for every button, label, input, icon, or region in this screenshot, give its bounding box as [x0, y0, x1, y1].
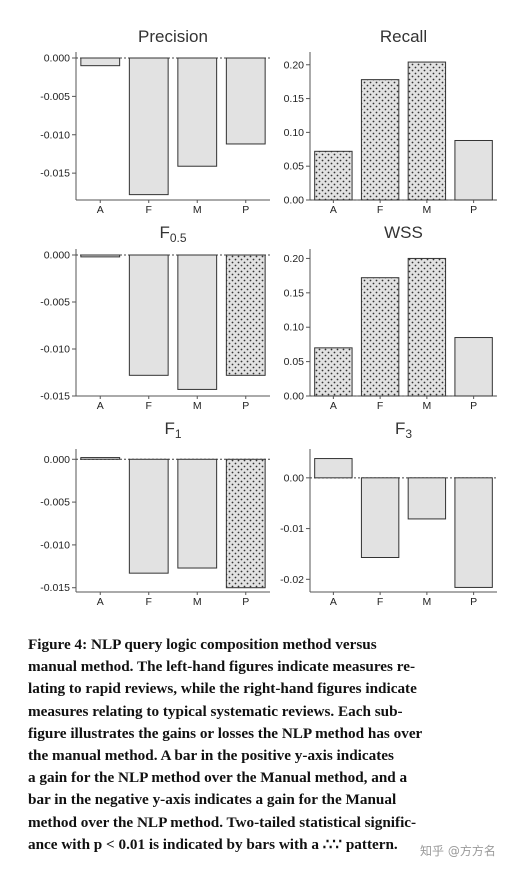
y-tick-label: -0.02: [280, 574, 304, 586]
caption-line: ance with p < 0.01 is indicated by bars …: [28, 835, 398, 853]
x-tick-label: P: [470, 596, 477, 608]
x-tick-label: M: [193, 204, 202, 216]
chart-title: WSS: [384, 223, 423, 242]
chart-title-subscript: 3: [405, 427, 412, 441]
y-tick-label: 0.000: [44, 53, 70, 65]
bar-A: [314, 150, 353, 201]
x-tick-label: A: [330, 400, 337, 412]
y-tick-label: 0.20: [284, 59, 305, 71]
bar-A: [80, 57, 121, 67]
x-tick-label: P: [242, 596, 249, 608]
bar-F: [360, 277, 400, 397]
watermark: 知乎 @方方名: [420, 844, 496, 858]
caption-line: manual method. The left-hand figures ind…: [28, 658, 415, 676]
y-tick-label: 0.15: [284, 93, 305, 105]
y-tick-label: -0.010: [40, 129, 70, 141]
y-tick-label: -0.005: [40, 91, 70, 103]
bar-F: [360, 477, 400, 558]
x-tick-label: P: [242, 204, 249, 216]
x-tick-label: F: [146, 400, 152, 412]
y-tick-label: 0.000: [44, 250, 70, 262]
bar-F: [128, 254, 169, 376]
bar-F: [128, 458, 169, 574]
chart-title: F1: [164, 419, 181, 441]
x-tick-label: A: [330, 204, 337, 216]
chart-title: F3: [395, 419, 412, 441]
y-tick-label: -0.010: [40, 344, 70, 356]
y-tick-label: -0.005: [40, 297, 70, 309]
y-tick-label: -0.015: [40, 391, 70, 403]
x-tick-label: A: [97, 400, 104, 412]
bar-A: [314, 347, 353, 397]
bar-P: [225, 458, 266, 589]
y-tick-label: -0.015: [40, 582, 70, 594]
bar-M: [177, 254, 218, 390]
y-tick-label: 0.00: [284, 391, 305, 403]
bar-M: [407, 257, 447, 397]
x-tick-label: M: [193, 596, 202, 608]
bar-P: [454, 337, 493, 397]
caption-line: figure illustrates the gains or losses t…: [28, 724, 423, 742]
chart-title-subscript: 0.5: [170, 231, 187, 245]
y-tick-label: -0.010: [40, 539, 70, 551]
caption-line: the manual method. A bar in the positive…: [28, 747, 394, 765]
bar-F: [128, 57, 169, 196]
x-tick-label: F: [377, 204, 383, 216]
x-tick-label: P: [470, 204, 477, 216]
chart-title: Recall: [380, 27, 427, 46]
y-tick-label: -0.005: [40, 497, 70, 509]
x-tick-label: A: [97, 204, 104, 216]
figure-caption: Figure 4: NLP query logic composition me…: [28, 634, 510, 856]
y-tick-label: 0.10: [284, 322, 305, 334]
y-tick-label: 0.00: [284, 472, 305, 484]
bar-M: [407, 61, 447, 201]
y-tick-label: 0.10: [284, 127, 305, 139]
x-tick-label: P: [470, 400, 477, 412]
x-tick-label: F: [146, 596, 152, 608]
chart-title-subscript: 1: [175, 427, 182, 441]
y-tick-label: -0.01: [280, 523, 304, 535]
caption-line: method over the NLP method. Two-tailed s…: [28, 813, 417, 831]
x-tick-label: M: [423, 400, 432, 412]
x-tick-label: P: [242, 400, 249, 412]
x-tick-label: F: [377, 596, 383, 608]
y-tick-label: 0.20: [284, 253, 305, 265]
x-tick-label: M: [193, 400, 202, 412]
x-tick-label: F: [377, 400, 383, 412]
caption-line: Figure 4: NLP query logic composition me…: [28, 636, 377, 653]
bar-M: [177, 458, 218, 569]
y-tick-label: -0.015: [40, 168, 70, 180]
bar-P: [454, 477, 493, 588]
caption-line: bar in the negative y-axis indicates a g…: [28, 791, 397, 809]
bar-M: [177, 57, 218, 167]
bar-A: [80, 254, 121, 258]
y-tick-label: 0.05: [284, 161, 305, 173]
caption-line: a gain for the NLP method over the Manua…: [28, 769, 408, 787]
bar-F: [360, 79, 400, 201]
bar-P: [225, 254, 266, 376]
bar-A: [80, 457, 121, 460]
x-tick-label: A: [330, 596, 337, 608]
y-tick-label: 0.15: [284, 287, 305, 299]
y-tick-label: 0.05: [284, 356, 305, 368]
x-tick-label: F: [146, 204, 152, 216]
chart-title: Precision: [138, 27, 208, 46]
x-tick-label: M: [423, 204, 432, 216]
caption-line: measures relating to typical systematic …: [28, 702, 403, 720]
x-tick-label: M: [423, 596, 432, 608]
bar-A: [314, 458, 353, 479]
y-tick-label: 0.00: [284, 195, 305, 207]
bar-P: [454, 139, 493, 201]
x-tick-label: A: [97, 596, 104, 608]
chart-title: F0.5: [159, 223, 186, 245]
bar-P: [225, 57, 266, 145]
bar-M: [407, 477, 447, 520]
y-tick-label: 0.000: [44, 454, 70, 466]
caption-line: lating to rapid reviews, while the right…: [28, 680, 417, 698]
figure-charts: Precision 0.000 -0.005 -0.010 -0.015 A F M P Reca…: [40, 27, 497, 608]
